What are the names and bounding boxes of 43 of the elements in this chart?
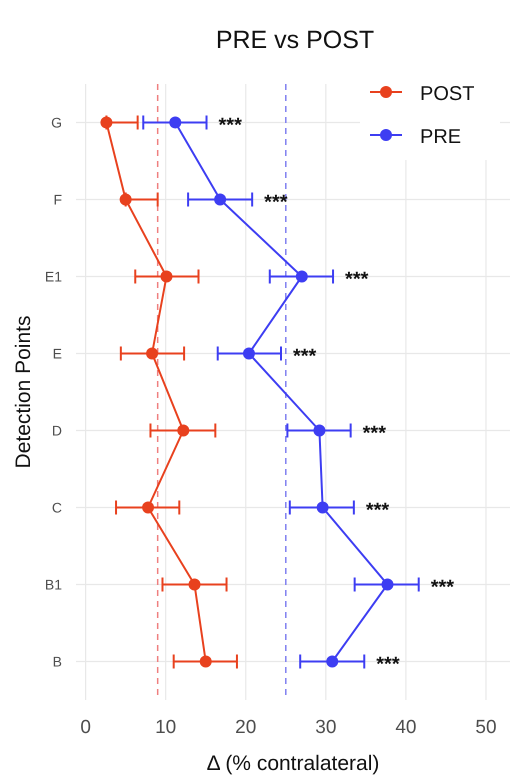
point	[160, 270, 172, 282]
x-tick-label: 30	[315, 717, 336, 738]
y-tick-label: F	[53, 192, 62, 208]
point	[100, 116, 112, 128]
y-tick-label: G	[51, 114, 62, 130]
point	[200, 656, 212, 668]
annotation: ***	[264, 192, 288, 214]
chart-title: PRE vs POST	[216, 26, 374, 54]
point	[313, 424, 326, 436]
point	[326, 656, 338, 668]
point	[214, 194, 226, 206]
annotation: ***	[366, 500, 390, 522]
y-tick-label: C	[52, 500, 62, 516]
point	[169, 116, 182, 128]
point	[120, 194, 132, 206]
x-tick-label: 50	[475, 717, 497, 738]
x-tick-label: 10	[155, 717, 176, 738]
x-tick-label: 40	[395, 717, 416, 738]
point	[316, 502, 329, 514]
x-axis-title: Δ (% contralateral)	[206, 752, 380, 775]
point	[242, 348, 255, 360]
annotation: ***	[376, 654, 400, 676]
point	[381, 578, 394, 590]
y-tick-label: B1	[44, 576, 62, 592]
point	[177, 424, 190, 436]
annotation: ***	[430, 576, 454, 598]
legend-label: PRE	[420, 126, 462, 148]
point	[296, 270, 308, 282]
x-tick-label: 20	[235, 717, 256, 738]
y-axis-title: Detection Points	[12, 316, 35, 468]
y-tick-label: E	[52, 346, 62, 362]
y-tick-label: D	[52, 422, 62, 438]
point	[142, 502, 154, 514]
annotation: ***	[345, 268, 369, 290]
annotation: ***	[218, 114, 242, 136]
y-tick-label: E1	[44, 268, 62, 284]
annotation: ***	[292, 346, 317, 368]
annotation: ***	[362, 422, 386, 444]
point	[188, 578, 201, 590]
legend-label: POST	[420, 83, 474, 105]
x-tick-label: 0	[80, 717, 91, 738]
point	[146, 348, 158, 360]
y-tick-label: B	[52, 654, 62, 670]
